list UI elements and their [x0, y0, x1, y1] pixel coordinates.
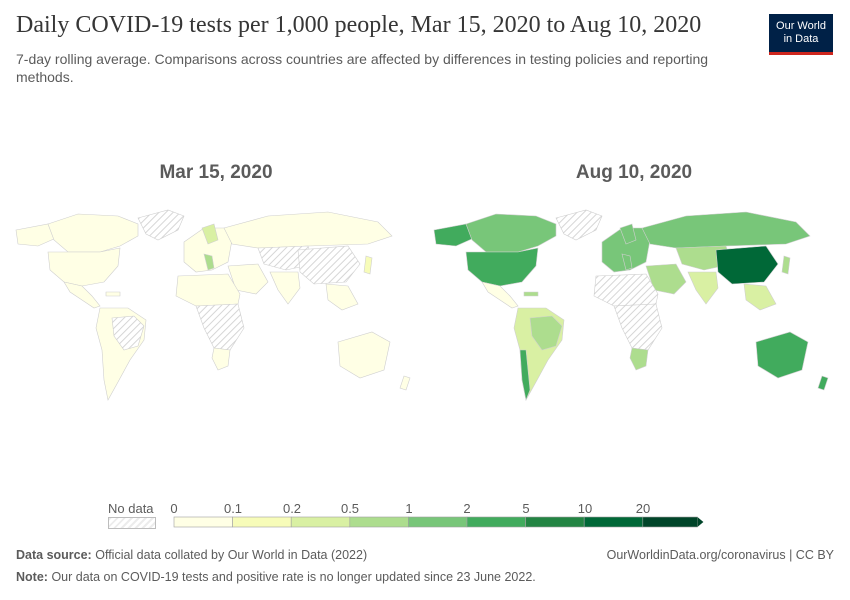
legend-tick: 2	[463, 501, 471, 516]
world-map-mar-15[interactable]	[8, 200, 428, 410]
data-source: Data source: Official data collated by O…	[16, 548, 367, 562]
italy[interactable]	[203, 253, 215, 271]
world-map-aug-10[interactable]	[426, 200, 846, 410]
scandinavia[interactable]	[619, 223, 637, 245]
legend-bin	[173, 516, 233, 528]
legend-color-bar	[173, 516, 704, 528]
note-text: Our data on COVID-19 tests and positive …	[51, 570, 536, 584]
australia[interactable]	[337, 331, 391, 379]
legend-tick: 0.5	[340, 501, 360, 516]
africa-north[interactable]	[175, 273, 241, 307]
canada[interactable]	[465, 213, 557, 253]
legend-tick: 0.1	[223, 501, 243, 516]
chart-title: Daily COVID-19 tests per 1,000 people, M…	[16, 12, 702, 38]
source-url-link[interactable]: OurWorldinData.org/coronavirus | CC BY	[606, 548, 834, 562]
no-data-swatch	[108, 517, 156, 529]
legend-tick: 0.2	[282, 501, 302, 516]
panel-title-mar-15: Mar 15, 2020	[159, 162, 273, 183]
russia[interactable]	[641, 211, 811, 249]
note-label: Note:	[16, 570, 48, 584]
owid-logo[interactable]: Our World in Data	[769, 14, 833, 55]
no-data-label: No data	[108, 501, 154, 516]
italy[interactable]	[621, 253, 633, 271]
southern-africa[interactable]	[211, 347, 231, 371]
legend-bin	[232, 516, 292, 528]
logo-line-1: Our World	[776, 20, 826, 32]
china[interactable]	[715, 245, 779, 285]
legend-bin	[349, 516, 409, 528]
greenland[interactable]	[137, 209, 185, 241]
legend-bin	[642, 516, 698, 528]
data-source-label: Data source:	[16, 548, 92, 562]
legend-bin	[525, 516, 585, 528]
new-zealand[interactable]	[399, 375, 411, 391]
legend-tick: 10	[577, 501, 593, 516]
footer-note: Note: Our data on COVID-19 tests and pos…	[16, 570, 536, 584]
legend-bin	[583, 516, 644, 528]
southern-africa[interactable]	[629, 347, 649, 371]
chart-subtitle: 7-day rolling average. Comparisons acros…	[16, 51, 709, 85]
alaska[interactable]	[433, 223, 475, 247]
color-legend: No data 0 0.1 0.2 0.5 1 2 5 10 20	[100, 496, 710, 536]
scandinavia[interactable]	[201, 223, 219, 245]
russia[interactable]	[223, 211, 393, 249]
legend-end-arrow	[697, 517, 704, 527]
southeast-asia[interactable]	[325, 283, 359, 311]
data-source-text: Official data collated by Our World in D…	[95, 548, 368, 562]
new-zealand[interactable]	[817, 375, 829, 391]
africa-central[interactable]	[613, 303, 663, 351]
africa-north[interactable]	[593, 273, 659, 307]
greenland[interactable]	[555, 209, 603, 241]
china[interactable]	[297, 245, 361, 285]
legend-bin	[466, 516, 526, 528]
southeast-asia[interactable]	[743, 283, 777, 311]
usa[interactable]	[47, 247, 121, 287]
legend-bin	[290, 516, 351, 528]
chile[interactable]	[519, 349, 531, 402]
mexico[interactable]	[481, 281, 519, 309]
alaska[interactable]	[15, 223, 57, 247]
legend-bin	[408, 516, 468, 528]
panel-title-aug-10: Aug 10, 2020	[575, 162, 693, 183]
caribbean[interactable]	[523, 291, 539, 297]
india[interactable]	[687, 271, 719, 305]
brazil[interactable]	[111, 315, 145, 351]
australia[interactable]	[755, 331, 809, 379]
brazil[interactable]	[529, 315, 563, 351]
usa[interactable]	[465, 247, 539, 287]
india[interactable]	[269, 271, 301, 305]
japan[interactable]	[781, 255, 791, 275]
japan[interactable]	[363, 255, 373, 275]
legend-tick: 5	[522, 501, 530, 516]
legend-tick: 0	[170, 501, 178, 516]
canada[interactable]	[47, 213, 139, 253]
africa-central[interactable]	[195, 303, 245, 351]
mexico[interactable]	[63, 281, 101, 309]
caribbean[interactable]	[105, 291, 121, 297]
legend-tick: 20	[635, 501, 651, 516]
logo-line-2: in Data	[783, 33, 819, 45]
legend-tick: 1	[405, 501, 413, 516]
